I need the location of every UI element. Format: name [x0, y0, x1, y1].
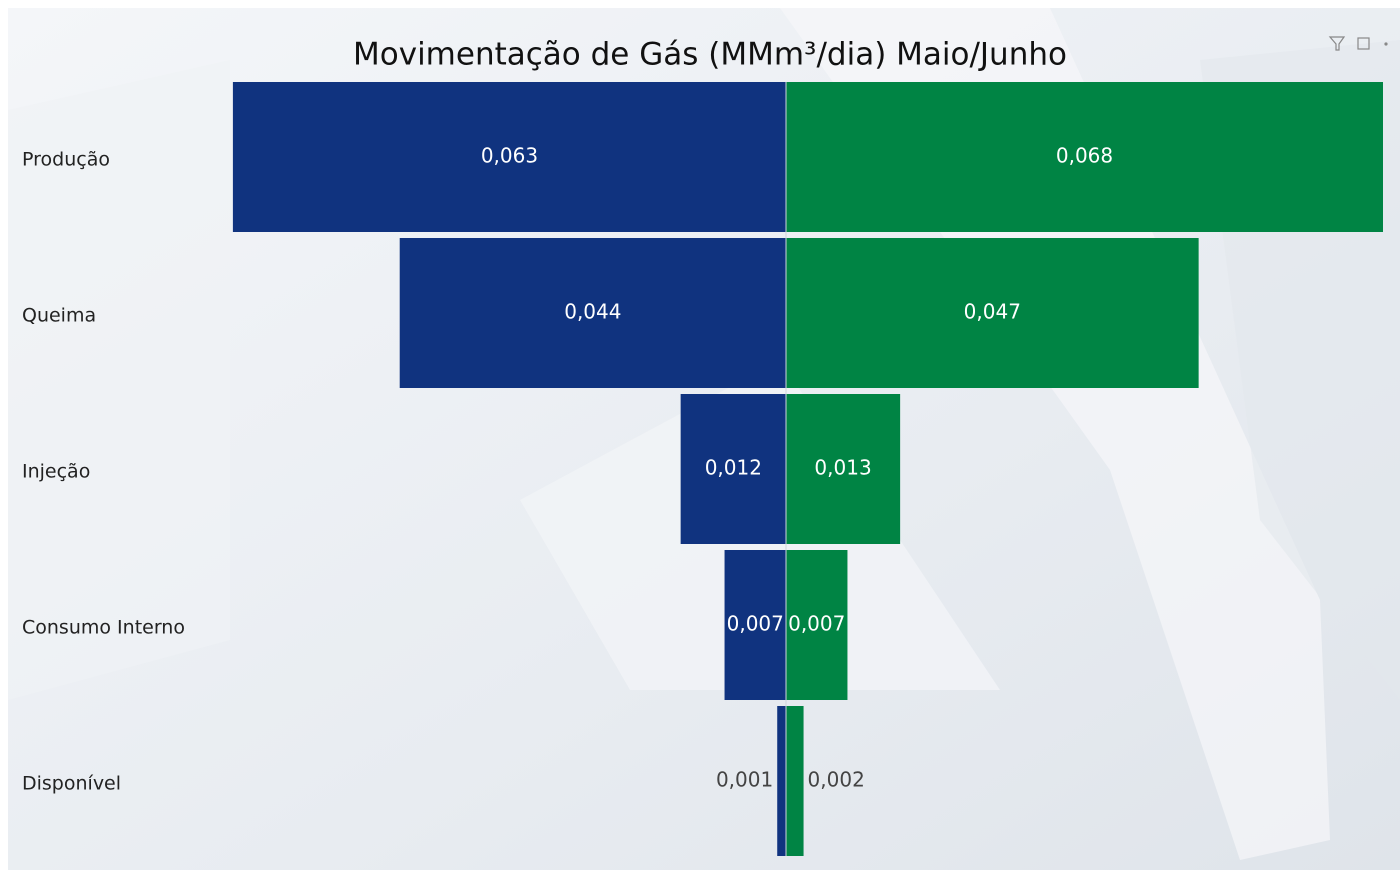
bar [786, 394, 901, 544]
bar [232, 82, 786, 232]
more-icon[interactable] [1384, 42, 1388, 46]
data-label: 0,068 [1056, 144, 1113, 168]
data-label: 0,001 [716, 768, 773, 792]
data-label: 0,012 [705, 456, 762, 480]
chart-title: Movimentação de Gás (MMm³/dia) Maio/Junh… [353, 37, 1067, 73]
bar [786, 238, 1199, 388]
data-label: 0,002 [808, 768, 865, 792]
category-label: Injeção [22, 461, 90, 483]
category-label: Produção [22, 149, 110, 171]
bar [786, 706, 804, 856]
bar [786, 550, 848, 700]
focus-icon[interactable] [1357, 37, 1370, 50]
bar [777, 706, 786, 856]
data-label: 0,013 [814, 456, 871, 480]
data-label: 0,047 [964, 300, 1021, 324]
bar [786, 82, 1383, 232]
background-shape [8, 60, 230, 700]
data-label: 0,007 [788, 612, 845, 636]
data-label: 0,044 [564, 300, 621, 324]
category-label: Queima [22, 305, 96, 327]
visual-header-icons[interactable] [1328, 36, 1388, 51]
category-label: Disponível [22, 773, 121, 795]
bar [680, 394, 786, 544]
filter-icon[interactable] [1328, 36, 1346, 51]
bar [724, 550, 786, 700]
category-label: Consumo Interno [22, 617, 185, 639]
background-shape [780, 8, 1330, 860]
data-label: 0,007 [727, 612, 784, 636]
data-label: 0,063 [481, 144, 538, 168]
bar [399, 238, 786, 388]
